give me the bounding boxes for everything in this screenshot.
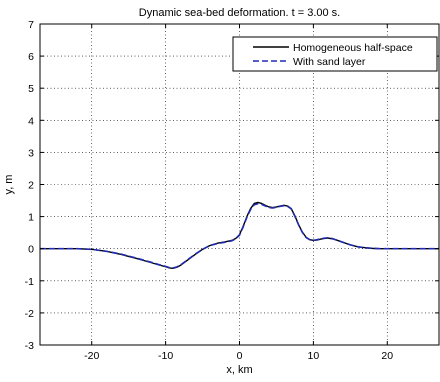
y-tick-label: 4 <box>28 115 34 127</box>
y-tick-label: 7 <box>28 19 34 31</box>
series-lines <box>40 201 439 269</box>
y-tick-label: 3 <box>28 147 34 159</box>
y-tick-label: -2 <box>25 308 34 320</box>
y-tick-label: -1 <box>25 276 34 288</box>
x-tick-label: -20 <box>84 350 99 362</box>
chart-title: Dynamic sea-bed deformation. t = 3.00 s. <box>139 7 340 19</box>
series-line-1 <box>40 202 439 269</box>
legend-box <box>232 36 438 72</box>
y-tick-label: 1 <box>28 212 34 224</box>
legend-label-1: With sand layer <box>293 56 366 68</box>
y-axis-label: y, m <box>3 175 15 195</box>
grid-lines <box>40 24 439 345</box>
y-tick-label: 0 <box>28 244 34 256</box>
y-tick-label: 2 <box>28 180 34 192</box>
y-tick-label: 6 <box>28 51 34 63</box>
legend: Homogeneous half-space With sand layer <box>232 36 438 72</box>
legend-entries: Homogeneous half-space With sand layer <box>253 42 413 68</box>
y-tick-label: 5 <box>28 83 34 95</box>
x-tick-label: 0 <box>237 350 243 362</box>
x-axis-label: x, km <box>226 364 252 376</box>
legend-label-0: Homogeneous half-space <box>293 42 413 54</box>
x-tick-label: 20 <box>381 350 393 362</box>
x-tick-label: 10 <box>308 350 320 362</box>
x-tick-label: -10 <box>158 350 173 362</box>
y-tick-label: -3 <box>25 340 34 352</box>
